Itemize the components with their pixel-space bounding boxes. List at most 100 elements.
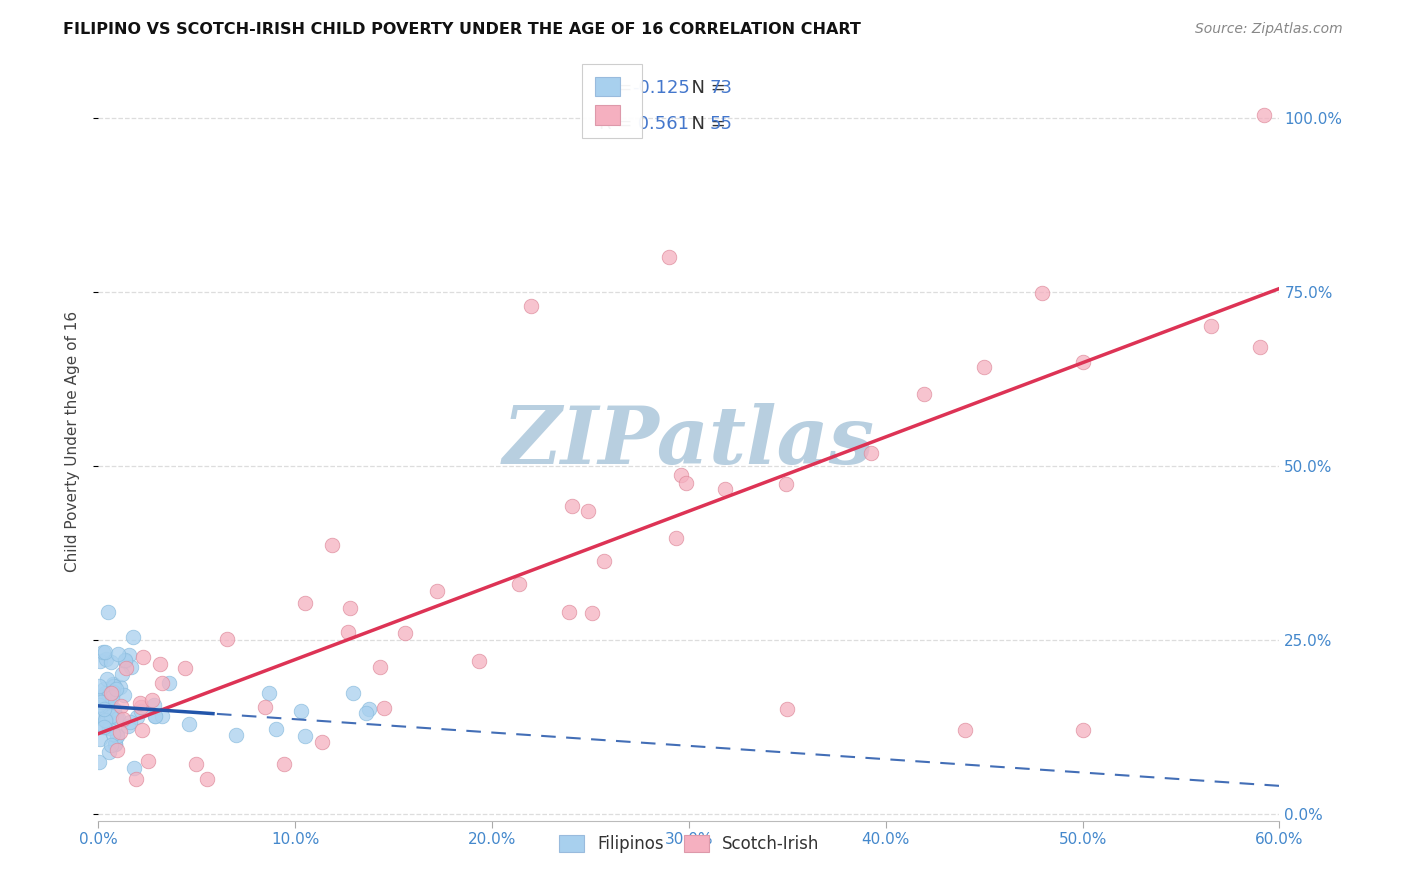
Point — [356, 706, 378, 720]
Point — [273, 756, 295, 771]
Point — [105, 729, 128, 743]
Point — [96, 673, 118, 687]
Point — [520, 299, 543, 313]
Point — [108, 725, 131, 739]
Y-axis label: Child Poverty Under the Age of 16: Child Poverty Under the Age of 16 — [65, 311, 80, 572]
Point — [1253, 107, 1275, 121]
Point — [107, 647, 129, 661]
Point — [89, 698, 111, 713]
Point — [87, 755, 110, 769]
Point — [97, 605, 120, 619]
Point — [110, 699, 132, 714]
Point — [98, 700, 121, 714]
Point — [912, 386, 935, 401]
Legend: Filipinos, Scotch-Irish: Filipinos, Scotch-Irish — [550, 827, 828, 862]
Point — [394, 626, 416, 640]
Point — [104, 737, 127, 751]
Point — [157, 675, 180, 690]
Point — [150, 709, 173, 723]
Point — [217, 632, 239, 647]
Point — [101, 677, 124, 691]
Point — [122, 631, 145, 645]
Point — [508, 576, 530, 591]
Point — [1071, 354, 1094, 368]
Point — [115, 661, 138, 675]
Point — [105, 743, 128, 757]
Text: ZIPatlas: ZIPatlas — [503, 403, 875, 480]
Point — [321, 538, 343, 552]
Point — [107, 711, 129, 725]
Point — [89, 731, 111, 746]
Point — [120, 715, 142, 730]
Point — [143, 709, 166, 723]
Point — [775, 477, 797, 491]
Point — [98, 745, 121, 759]
Point — [94, 645, 117, 659]
Point — [342, 686, 364, 700]
Point — [337, 625, 360, 640]
Point — [89, 710, 111, 724]
Point — [98, 721, 121, 735]
Point — [100, 708, 122, 723]
Point — [294, 596, 316, 610]
Point — [100, 686, 122, 700]
Point — [776, 702, 799, 716]
Point — [257, 686, 280, 700]
Point — [93, 701, 115, 715]
Point — [94, 714, 117, 728]
Point — [359, 702, 381, 716]
Point — [103, 702, 125, 716]
Point — [90, 717, 112, 731]
Point — [108, 680, 131, 694]
Point — [89, 654, 111, 668]
Point — [94, 708, 117, 723]
Point — [1249, 340, 1271, 354]
Point — [93, 686, 115, 700]
Point — [136, 754, 159, 768]
Point — [101, 727, 124, 741]
Point — [104, 682, 127, 697]
Point — [561, 499, 583, 513]
Point — [87, 693, 110, 707]
Point — [859, 446, 882, 460]
Point — [100, 739, 122, 753]
Point — [264, 722, 287, 736]
Point — [339, 601, 361, 615]
Point — [131, 704, 153, 718]
Point — [96, 652, 118, 666]
Point — [576, 504, 599, 518]
Point — [93, 689, 115, 703]
Point — [254, 700, 277, 714]
Point — [195, 772, 218, 786]
Point — [94, 713, 117, 727]
Point — [669, 467, 692, 482]
Point — [125, 772, 148, 786]
Point — [101, 684, 124, 698]
Text: R =: R = — [599, 115, 638, 133]
Point — [117, 719, 139, 733]
Point — [467, 654, 489, 668]
Point — [141, 693, 163, 707]
Point — [1071, 723, 1094, 738]
Point — [114, 654, 136, 668]
Point — [143, 709, 166, 723]
Point — [91, 645, 114, 659]
Point — [105, 728, 128, 742]
Point — [186, 756, 208, 771]
Point — [87, 679, 110, 693]
Point — [122, 761, 145, 775]
Point — [658, 250, 681, 264]
Text: N =: N = — [679, 115, 731, 133]
Point — [97, 688, 120, 702]
Point — [143, 698, 166, 712]
Point — [581, 606, 603, 620]
Point — [104, 709, 127, 723]
Point — [1031, 286, 1053, 301]
Text: 0.561: 0.561 — [633, 115, 689, 133]
Point — [373, 701, 395, 715]
Point — [973, 359, 995, 374]
Point — [125, 710, 148, 724]
Point — [953, 723, 976, 738]
Text: -0.125: -0.125 — [633, 78, 690, 96]
Point — [98, 696, 121, 710]
